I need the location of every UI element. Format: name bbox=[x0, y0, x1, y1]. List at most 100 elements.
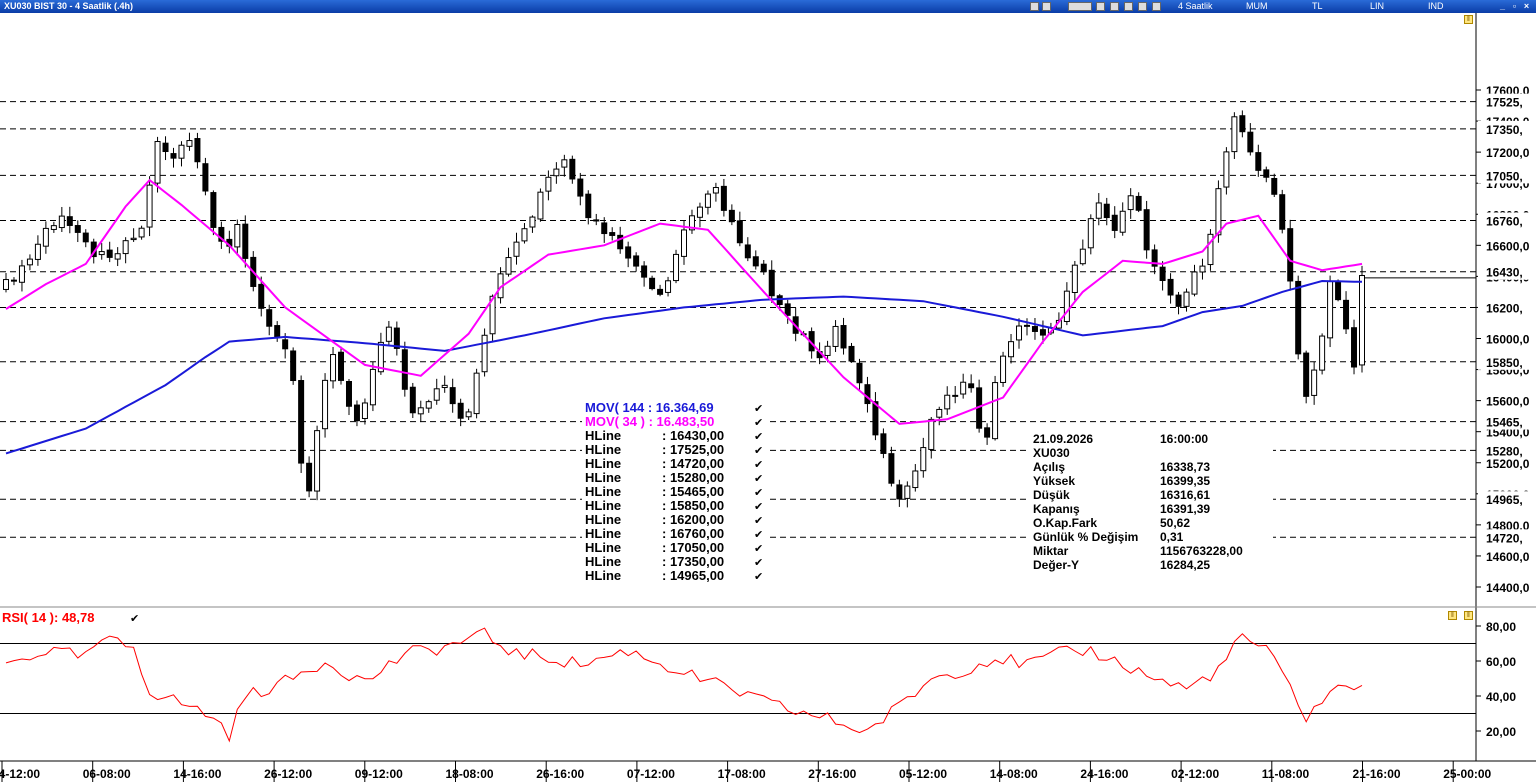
rsi-tick-label: 40,00 bbox=[1486, 690, 1516, 704]
info-row-label: O.Kap.Fark bbox=[1033, 516, 1097, 530]
toolbar-icon[interactable] bbox=[1124, 2, 1133, 11]
candle-body bbox=[1295, 280, 1302, 355]
candle-body bbox=[673, 253, 680, 282]
hline-label: 17350, bbox=[1486, 123, 1523, 137]
price-tick-label: 15200,0 bbox=[1486, 457, 1530, 471]
candle-body bbox=[545, 176, 552, 192]
info-row-label: Miktar bbox=[1033, 544, 1069, 558]
candle-body bbox=[3, 279, 9, 290]
scale-selector[interactable]: LIN bbox=[1370, 1, 1385, 11]
candle-body bbox=[585, 193, 592, 219]
price-chart[interactable]: 17600,017400,017200,017000,016800,016600… bbox=[0, 13, 1536, 782]
candle-body bbox=[521, 228, 528, 242]
mov144-line bbox=[5, 279, 1363, 455]
candle-body bbox=[361, 402, 368, 419]
candle-body bbox=[1231, 116, 1238, 153]
time-tick-label: 24-16:00 bbox=[1080, 767, 1128, 781]
legend-hline-value: : 16200,00 bbox=[662, 512, 724, 527]
hline-label-bg bbox=[1478, 413, 1536, 430]
hline-label: 17525, bbox=[1486, 96, 1523, 110]
candle-body bbox=[1063, 290, 1070, 323]
toolbar-icon[interactable] bbox=[1068, 2, 1092, 11]
candle-body bbox=[1271, 177, 1278, 195]
restore-icon[interactable]: ▫ bbox=[1512, 1, 1517, 11]
candle-body bbox=[888, 453, 895, 484]
legend-hline-label: HLine bbox=[585, 456, 621, 471]
check-icon: ✔ bbox=[754, 501, 763, 513]
candle-body bbox=[736, 220, 743, 244]
candle-body bbox=[1016, 325, 1023, 341]
info-time: 16:00:00 bbox=[1160, 432, 1208, 446]
candle-body bbox=[1111, 214, 1118, 231]
rsi-tick-label: 80,00 bbox=[1486, 620, 1516, 634]
toolbar-icon[interactable] bbox=[1110, 2, 1119, 11]
candle-body bbox=[1039, 329, 1046, 336]
candle-body bbox=[1175, 294, 1182, 307]
info-row-value: 1156763228,00 bbox=[1160, 544, 1243, 558]
hline-label: 15465, bbox=[1486, 416, 1523, 430]
candle-body bbox=[1159, 266, 1166, 282]
candle-body bbox=[1263, 169, 1270, 178]
time-tick-label: 25-00:00 bbox=[1443, 767, 1491, 781]
check-icon: ✔ bbox=[754, 557, 763, 569]
candle-body bbox=[904, 485, 911, 499]
candle-body bbox=[1135, 195, 1142, 211]
candle-body bbox=[266, 309, 273, 327]
panel-toggle-icon[interactable]: ‖ bbox=[1464, 15, 1473, 24]
toolbar-icon[interactable] bbox=[1030, 2, 1039, 11]
candle-body bbox=[393, 327, 400, 349]
candle-body bbox=[1223, 151, 1230, 188]
candle-body bbox=[537, 191, 544, 220]
candle-body bbox=[1127, 195, 1134, 211]
toolbar-icon[interactable] bbox=[1096, 2, 1105, 11]
toolbar-icon[interactable] bbox=[1138, 2, 1147, 11]
chart-mode-selector[interactable]: MUM bbox=[1246, 1, 1268, 11]
panel-toggle-icon[interactable]: ‖ bbox=[1448, 611, 1457, 620]
candle-body bbox=[936, 408, 943, 418]
candle-body bbox=[920, 447, 927, 472]
candle-body bbox=[489, 295, 496, 335]
candle-body bbox=[1319, 335, 1326, 371]
minimize-icon[interactable]: _ bbox=[1499, 1, 1505, 11]
check-icon: ✔ bbox=[754, 515, 763, 527]
candle-body bbox=[1327, 280, 1334, 339]
candle-body bbox=[553, 168, 560, 177]
info-date: 21.09.2026 bbox=[1033, 432, 1093, 446]
time-tick-label: 17-08:00 bbox=[718, 767, 766, 781]
candle-body bbox=[880, 433, 887, 454]
candle-body bbox=[50, 225, 57, 230]
toolbar-icon[interactable] bbox=[1152, 2, 1161, 11]
rsi-label: RSI( 14 ): 48,78 bbox=[2, 610, 95, 625]
candle-body bbox=[641, 265, 648, 278]
check-icon: ✔ bbox=[754, 473, 763, 485]
legend-hline-value: : 15465,00 bbox=[662, 484, 724, 499]
candle-body bbox=[768, 269, 775, 297]
price-tick-label: 14600,0 bbox=[1486, 550, 1530, 564]
currency-selector[interactable]: TL bbox=[1312, 1, 1323, 11]
hline-label-bg bbox=[1478, 353, 1536, 370]
close-icon[interactable]: × bbox=[1523, 1, 1530, 11]
info-row-value: 16284,25 bbox=[1160, 558, 1210, 572]
info-row-value: 16316,61 bbox=[1160, 488, 1210, 502]
candle-body bbox=[633, 255, 640, 267]
hline-label-bg bbox=[1478, 93, 1536, 110]
candle-body bbox=[122, 240, 129, 255]
legend-hline-value: : 14720,00 bbox=[662, 456, 724, 471]
candle-body bbox=[473, 372, 480, 415]
info-row-label: Açılış bbox=[1033, 460, 1065, 474]
toolbar-icon[interactable] bbox=[1042, 2, 1051, 11]
check-icon: ✔ bbox=[754, 529, 763, 541]
candle-body bbox=[234, 224, 241, 248]
panel-toggle-icon[interactable]: ‖ bbox=[1464, 611, 1473, 620]
period-selector[interactable]: 4 Saatlik bbox=[1178, 1, 1213, 11]
candle-body bbox=[1071, 264, 1078, 294]
candle-body bbox=[202, 163, 209, 192]
legend-mov144: MOV( 144 : 16.364,69 bbox=[585, 400, 714, 415]
index-selector[interactable]: IND bbox=[1428, 1, 1444, 11]
time-tick-label: 26-16:00 bbox=[536, 767, 584, 781]
check-icon: ✔ bbox=[754, 431, 763, 443]
time-tick-label: 05-12:00 bbox=[899, 767, 947, 781]
legend-hline-value: : 17050,00 bbox=[662, 540, 724, 555]
legend-hline-value: : 17525,00 bbox=[662, 442, 724, 457]
hline-label-bg bbox=[1478, 212, 1536, 229]
